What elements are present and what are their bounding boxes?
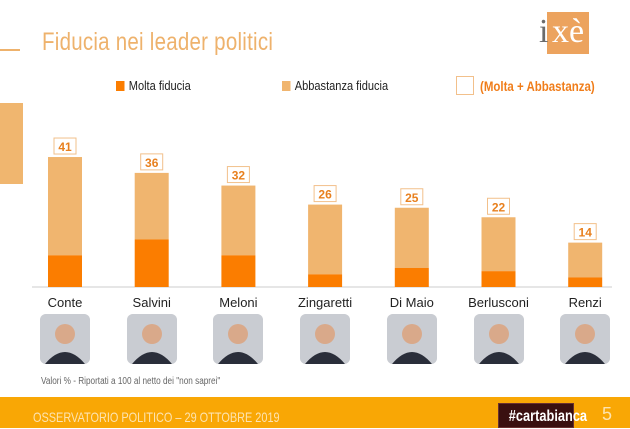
footnote: Valori % - Riportati a 100 al netto dei …: [41, 376, 221, 387]
bar-abbastanza: [308, 204, 343, 275]
legend-abbastanza: Abbastanza fiducia: [282, 78, 388, 93]
total-label: 41: [58, 140, 72, 154]
page-number: 5: [602, 404, 613, 424]
total-label-box: [400, 188, 424, 206]
total-label: 32: [232, 169, 246, 183]
side-accent-bar: [0, 103, 23, 184]
leader-photo: [40, 314, 90, 364]
ixe-logo: i xè: [539, 12, 589, 54]
leader-photo: [386, 314, 437, 364]
bar-abbastanza: [221, 185, 256, 256]
bar-abbastanza: [48, 157, 82, 256]
leader-photo: [473, 314, 524, 364]
legend-molta: Molta fiducia: [116, 78, 191, 93]
bar-abbastanza: [394, 207, 429, 268]
bar-molta: [394, 267, 429, 287]
leader-photo: [560, 314, 611, 364]
page-title: Fiducia nei leader politici: [42, 28, 274, 56]
leader-photo: [213, 314, 264, 364]
bar-molta: [134, 239, 169, 287]
legend-swatch-total: [456, 76, 474, 95]
bar-molta: [221, 255, 256, 287]
footer-text: OSSERVATORIO POLITICO – 29 OTTOBRE 2019: [33, 409, 280, 425]
total-label-box: [487, 197, 510, 215]
bar-molta: [48, 255, 82, 287]
bar-molta: [308, 274, 343, 287]
category-label: Salvini: [133, 295, 171, 310]
total-label: 36: [145, 156, 159, 170]
total-label-box: [313, 185, 337, 203]
bar-molta: [481, 271, 516, 287]
total-label: 25: [405, 191, 419, 205]
total-label-box: [53, 137, 77, 155]
title-accent-line: [0, 49, 20, 51]
leader-photo: [300, 314, 351, 364]
category-label: Di Maio: [390, 295, 434, 310]
legend-total: (Molta + Abbastanza): [480, 78, 595, 94]
leader-photo: [126, 314, 177, 364]
category-label: Meloni: [219, 295, 257, 310]
hashtag-text: #cartabianca: [508, 408, 588, 425]
bar-molta: [568, 277, 603, 287]
total-label-box: [573, 223, 597, 241]
legend-label: Abbastanza fiducia: [294, 78, 389, 93]
category-label: Renzi: [569, 295, 602, 310]
stacked-bar-chart: 41 Conte 36 Salvini 32 Meloni 26 Zingaretti 25 Di…: [32, 137, 612, 310]
total-label: 14: [579, 226, 593, 240]
hashtag-badge: #cartabianca: [498, 403, 587, 428]
bar-abbastanza: [568, 242, 603, 278]
category-label: Conte: [48, 295, 83, 310]
legend-label: Molta fiducia: [128, 78, 191, 93]
total-label: 26: [318, 188, 332, 202]
legend-swatch: [282, 80, 291, 91]
category-label: Berlusconi: [468, 295, 529, 310]
total-label-box: [140, 153, 164, 171]
bar-abbastanza: [481, 217, 516, 272]
bar-abbastanza: [134, 172, 169, 240]
category-label: Zingaretti: [298, 295, 352, 310]
total-label-box: [226, 166, 250, 184]
total-label: 22: [492, 200, 506, 214]
legend-swatch: [116, 80, 125, 91]
